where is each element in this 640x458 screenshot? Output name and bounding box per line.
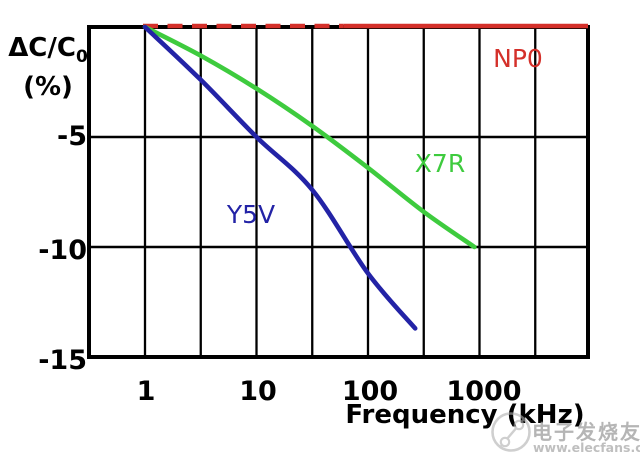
series-label-y5v: Y5V [226, 200, 276, 229]
watermark-url: www.elecfans.com [533, 440, 640, 455]
y-tick-minus15: -15 [38, 345, 87, 376]
x-tick-100: 100 [341, 376, 399, 407]
y-axis-title: ΔC/C0 [6, 34, 90, 67]
y-tick-minus5: -5 [57, 121, 87, 152]
x-axis-title: Frequency (kHz) [345, 400, 585, 430]
watermark-site-name: 电子发烧友 [532, 420, 640, 444]
y-axis-title-main: ΔC/C [8, 33, 76, 63]
x-tick-10: 10 [239, 376, 277, 407]
y-axis-unit: (%) [23, 72, 73, 102]
watermark: 电子发烧友 www.elecfans.com [486, 404, 640, 458]
series-label-np0: NP0 [493, 44, 543, 73]
y-axis-title-subscript: 0 [75, 47, 88, 67]
series-label-x7r: X7R [414, 149, 466, 178]
x-tick-1: 1 [136, 376, 156, 407]
x-tick-1000: 1000 [446, 376, 522, 407]
elecfans-logo-icon [491, 412, 531, 452]
y-tick-minus10: -10 [38, 235, 87, 266]
